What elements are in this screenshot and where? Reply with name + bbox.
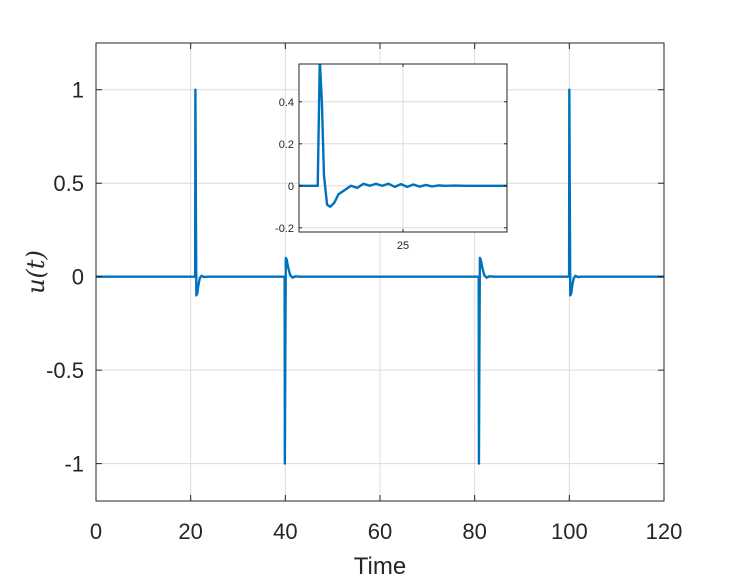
main-y-tick-label: -1 bbox=[64, 452, 84, 477]
x-axis-label: Time bbox=[354, 553, 406, 579]
main-y-tick-label: 0 bbox=[72, 265, 84, 290]
main-y-tick-label: 1 bbox=[72, 78, 84, 103]
inset-y-tick-label: -0.2 bbox=[275, 223, 294, 235]
main-y-tick-label: 0.5 bbox=[53, 171, 84, 196]
main-series-line bbox=[96, 88, 664, 465]
inset-x-tick-label: 25 bbox=[397, 240, 409, 252]
main-x-tick-label: 120 bbox=[646, 519, 683, 544]
inset-y-tick-label: 0.4 bbox=[279, 97, 294, 109]
inset-series-line bbox=[299, 64, 507, 209]
main-x-tick-label: 40 bbox=[273, 519, 297, 544]
main-x-tick-label: 60 bbox=[368, 519, 392, 544]
main-y-tick-label: -0.5 bbox=[46, 358, 84, 383]
main-x-tick-label: 100 bbox=[551, 519, 588, 544]
inset-y-tick-label: 0.2 bbox=[279, 139, 294, 151]
main-x-tick-label: 80 bbox=[462, 519, 486, 544]
y-axis-label: u(t) bbox=[22, 250, 50, 294]
inset-panel: 25 0.4 0.2 0 -0.2 bbox=[275, 63, 508, 252]
inset-y-tick-label: 0 bbox=[288, 181, 294, 193]
main-x-tick-label: 0 bbox=[90, 519, 102, 544]
main-x-tick-label: 20 bbox=[178, 519, 202, 544]
